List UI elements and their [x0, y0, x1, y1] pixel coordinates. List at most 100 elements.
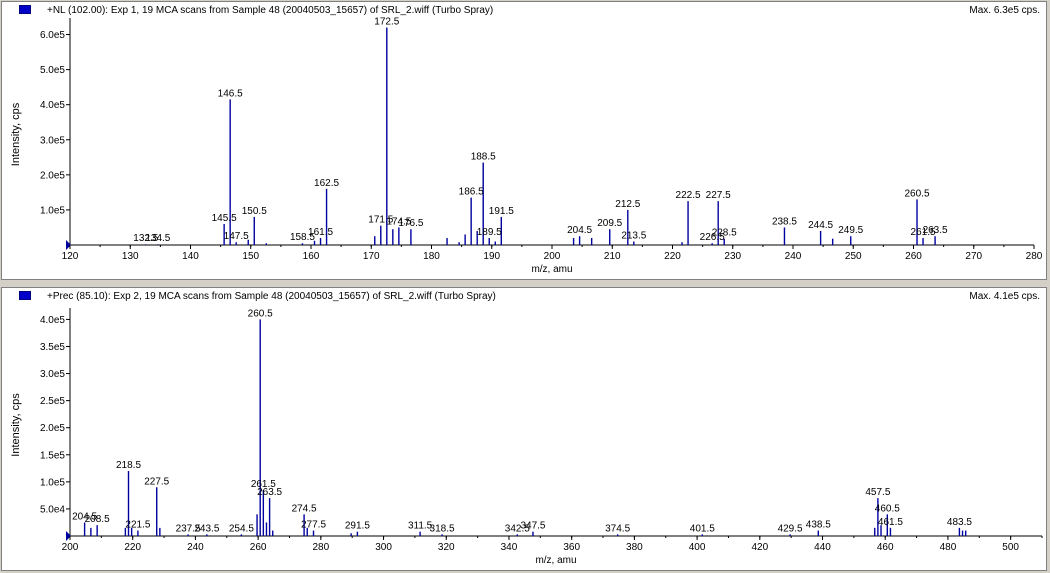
x-tick-label: 210: [604, 251, 621, 262]
y-axis-label: Intensity, cps: [10, 393, 22, 457]
x-tick-label: 400: [689, 542, 706, 553]
panel-header: +Prec (85.10): Exp 2, 19 MCA scans from …: [2, 288, 1046, 306]
max-intensity-label: Max. 4.1e5 cps.: [969, 291, 1040, 302]
peak-label: 162.5: [314, 178, 339, 189]
x-tick-label: 420: [751, 542, 768, 553]
peak-label: 132.5: [133, 233, 158, 244]
x-axis-label: m/z, amu: [535, 555, 576, 566]
peak-label: 277.5: [301, 520, 326, 531]
peak-label: 261.5: [251, 479, 276, 490]
peak-label: 158.5: [290, 232, 315, 243]
peak-label: 274.5: [292, 503, 317, 514]
peak-label: 150.5: [242, 206, 267, 217]
x-tick-label: 200: [544, 251, 561, 262]
x-tick-label: 380: [626, 542, 643, 553]
panel-header: +NL (102.00): Exp 1, 19 MCA scans from S…: [2, 2, 1046, 20]
baseline-marker-icon: [66, 240, 71, 250]
peak-label: 401.5: [690, 523, 715, 534]
x-tick-label: 140: [182, 251, 199, 262]
y-tick-label: 6.0e5: [40, 30, 65, 41]
peak-label: 227.5: [706, 190, 731, 201]
peak-label: 161.5: [308, 227, 333, 238]
peak-label: 311.5: [408, 521, 433, 532]
panel-title: +NL (102.00): Exp 1, 19 MCA scans from S…: [47, 5, 494, 16]
peak-label: 483.5: [947, 517, 972, 528]
y-tick-label: 2.0e5: [40, 423, 65, 434]
x-tick-label: 280: [312, 542, 329, 553]
spectrum-chart-nl[interactable]: 120 130 140 150 160 170 180 190 200 210 220 230 240 2…: [2, 2, 1048, 281]
x-tick-label: 260: [250, 542, 267, 553]
peak-label: 204.5: [567, 225, 592, 236]
peak-label: 261.5: [911, 227, 936, 238]
peak-label: 263.5: [257, 487, 282, 498]
spectrum-chart-prec[interactable]: 200 220 240 260 280 300 320 340 360 380 400 420 440 4…: [2, 288, 1048, 572]
peak-label: 174.5: [386, 216, 411, 227]
y-tick-label: 3.0e5: [40, 369, 65, 380]
peak-label: 460.5: [875, 503, 900, 514]
x-tick-label: 480: [940, 542, 957, 553]
y-tick-label: 1.5e5: [40, 450, 65, 461]
peak-label: 461.5: [878, 517, 903, 528]
peak-label: 260.5: [248, 308, 273, 319]
x-tick-label: 300: [375, 542, 392, 553]
x-tick-label: 190: [483, 251, 500, 262]
peak-label: 213.5: [621, 230, 646, 241]
baseline-marker-icon: [66, 531, 71, 541]
peak-label: 254.5: [229, 523, 254, 534]
x-tick-label: 160: [303, 251, 320, 262]
peak-label: 134.5: [145, 233, 170, 244]
peak-label: 147.5: [224, 231, 249, 242]
x-tick-label: 150: [242, 251, 259, 262]
x-tick-label: 280: [1026, 251, 1043, 262]
x-tick-label: 320: [438, 542, 455, 553]
x-tick-label: 220: [124, 542, 141, 553]
x-tick-label: 360: [563, 542, 580, 553]
peak-label: 189.5: [477, 227, 502, 238]
peak-label: 172.5: [374, 17, 399, 28]
y-tick-label: 5.0e4: [40, 504, 65, 515]
x-tick-label: 240: [785, 251, 802, 262]
peak-label: 191.5: [489, 206, 514, 217]
max-intensity-label: Max. 6.3e5 cps.: [969, 5, 1040, 16]
peak-label: 347.5: [520, 521, 545, 532]
spectrum-panel-prec: +Prec (85.10): Exp 2, 19 MCA scans from …: [1, 287, 1047, 571]
peak-label: 249.5: [838, 225, 863, 236]
peak-label: 244.5: [808, 220, 833, 231]
peak-label: 237.5: [176, 523, 201, 534]
peak-label: 176.5: [398, 218, 423, 229]
peak-label: 374.5: [605, 523, 630, 534]
peak-label: 222.5: [676, 190, 701, 201]
x-tick-label: 230: [724, 251, 741, 262]
peak-label: 204.5: [72, 511, 97, 522]
peak-label: 188.5: [471, 152, 496, 163]
panel-title: +Prec (85.10): Exp 2, 19 MCA scans from …: [47, 291, 496, 302]
x-tick-label: 240: [187, 542, 204, 553]
y-tick-label: 1.0e5: [40, 205, 65, 216]
x-tick-label: 220: [664, 251, 681, 262]
peak-label: 291.5: [345, 521, 370, 532]
peak-label: 218.5: [116, 460, 141, 471]
y-tick-label: 2.0e5: [40, 170, 65, 181]
peak-label: 146.5: [218, 88, 243, 99]
peak-label: 186.5: [459, 187, 484, 198]
peak-label: 226.5: [700, 232, 725, 243]
peak-label: 228.5: [712, 228, 737, 239]
peak-label: 227.5: [144, 476, 169, 487]
y-tick-label: 2.5e5: [40, 396, 65, 407]
y-tick-label: 3.0e5: [40, 135, 65, 146]
y-tick-label: 4.0e5: [40, 315, 65, 326]
x-tick-label: 170: [363, 251, 380, 262]
x-tick-label: 180: [423, 251, 440, 262]
x-tick-label: 500: [1002, 542, 1019, 553]
peak-label: 318.5: [430, 523, 455, 534]
peak-label: 263.5: [923, 225, 948, 236]
y-tick-label: 1.0e5: [40, 477, 65, 488]
spectrum-panel-nl: +NL (102.00): Exp 1, 19 MCA scans from S…: [1, 1, 1047, 280]
x-tick-label: 250: [845, 251, 862, 262]
y-tick-label: 5.0e5: [40, 65, 65, 76]
x-tick-label: 270: [965, 251, 982, 262]
peak-label: 209.5: [597, 218, 622, 229]
blue-square-icon[interactable]: [19, 5, 31, 14]
blue-square-icon[interactable]: [19, 291, 31, 300]
peak-label: 171.5: [368, 215, 393, 226]
